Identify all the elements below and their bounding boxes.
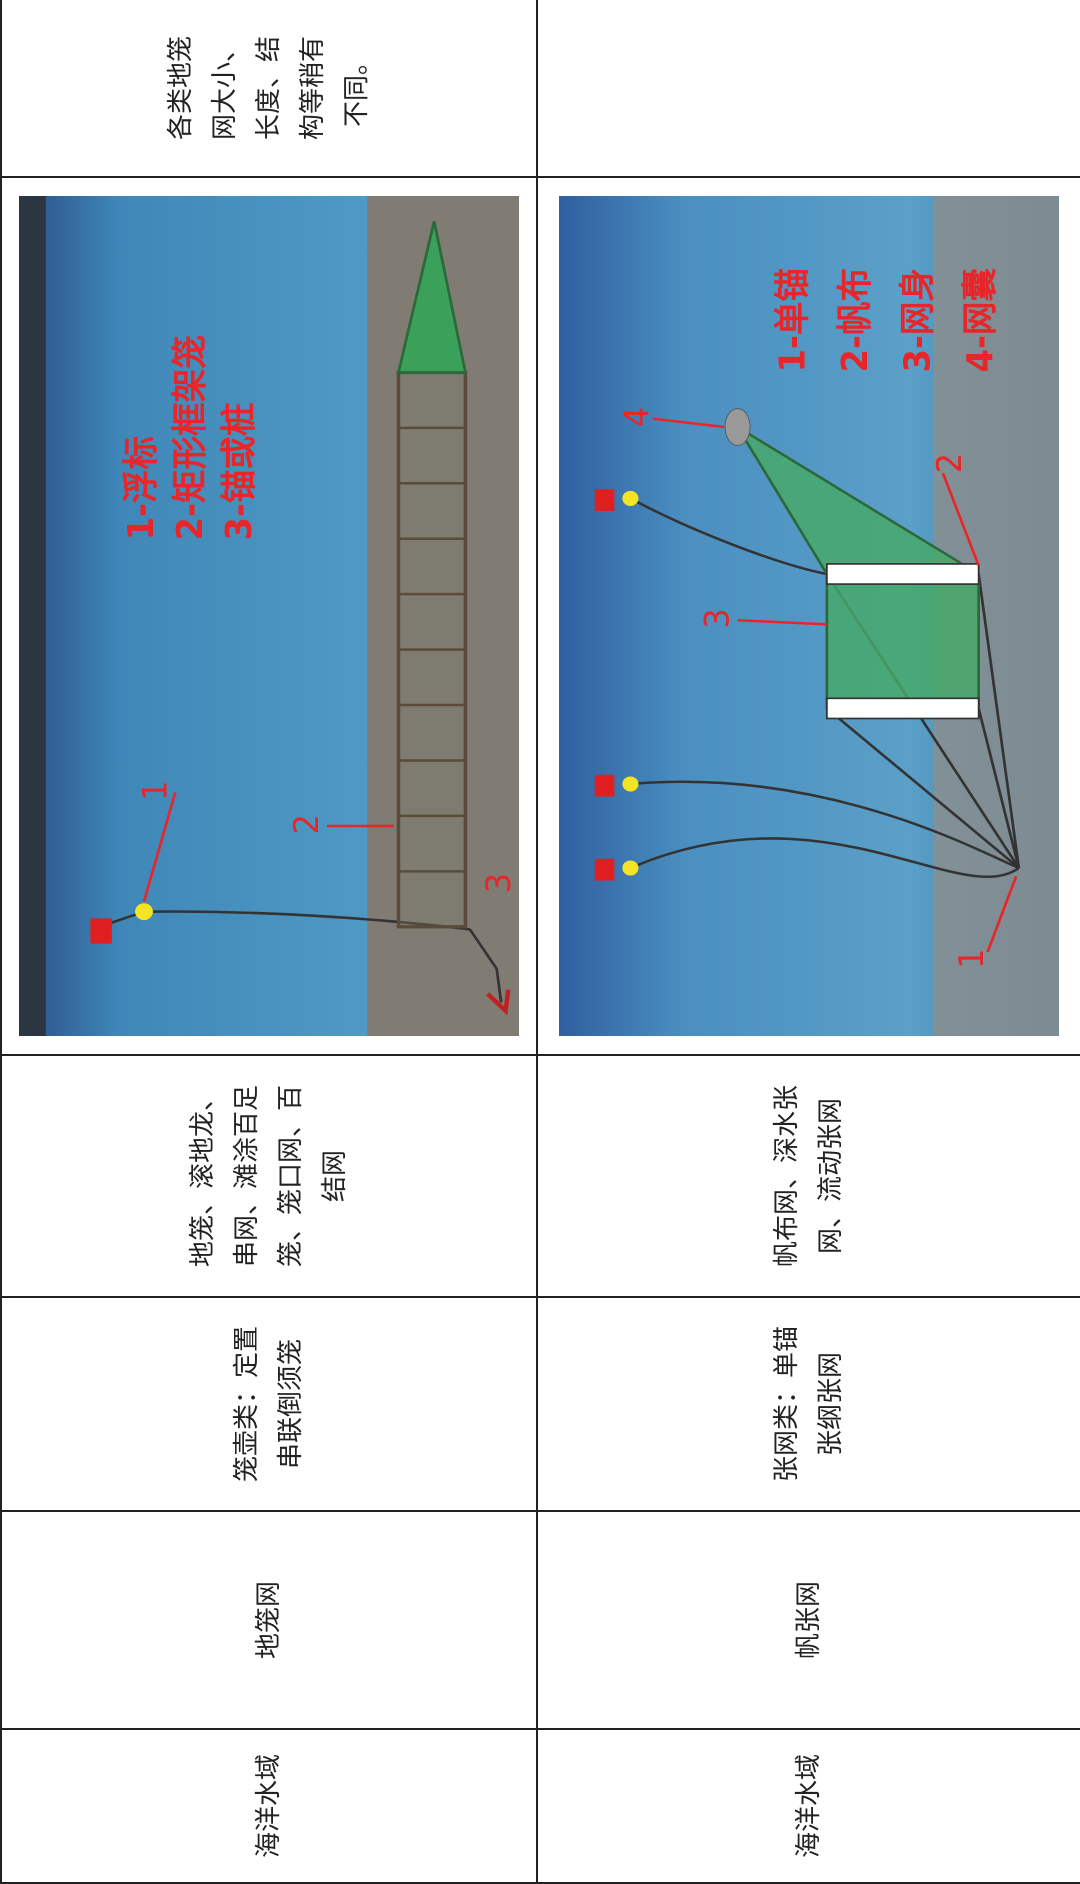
- figure: 1-单锚 2-帆布 3-网身 4-网囊 1 2 3 4: [559, 196, 1059, 1036]
- legend-label: 4-网囊: [960, 268, 1001, 373]
- callout: 1: [134, 780, 174, 800]
- variants-cell: 地笼、滚地龙、串网、滩涂百足笼、笼口网、百结网: [1, 1055, 537, 1297]
- figure-cell: 1-浮标 2-矩形框架笼 3-锚或桩 1 2 3: [1, 177, 537, 1055]
- legend-label: 3-锚或桩: [219, 402, 260, 540]
- callout: 1: [951, 948, 991, 968]
- name-cell: 帆张网: [537, 1511, 1080, 1729]
- legend-label: 1-浮标: [121, 436, 162, 540]
- figure-cell: 1-单锚 2-帆布 3-网身 4-网囊 1 2 3 4: [537, 177, 1080, 1055]
- note-cell: [537, 0, 1080, 177]
- figure: 1-浮标 2-矩形框架笼 3-锚或桩 1 2 3: [19, 196, 519, 1036]
- callout: 2: [929, 453, 969, 473]
- legend-label: 3-网身: [898, 268, 939, 372]
- legend-label: 1-单锚: [773, 268, 814, 372]
- legend-label: 2-矩形框架笼: [170, 335, 211, 540]
- callout: 3: [697, 608, 737, 628]
- category-cell: 张网类：单锚张纲张网: [537, 1297, 1080, 1511]
- area-cell: 海洋水域: [1, 1729, 537, 1883]
- name-cell: 地笼网: [1, 1511, 537, 1729]
- category-cell: 笼壶类：定置串联倒须笼: [1, 1297, 537, 1511]
- note-cell: 各类地笼网大小、长度、结构等稍有不同。: [1, 0, 537, 177]
- table-row: 海洋水域 帆张网 张网类：单锚张纲张网 帆布网、深水张网、流动张网: [537, 0, 1080, 1883]
- table-row: 海洋水域 地笼网 笼壶类：定置串联倒须笼 地笼、滚地龙、串网、滩涂百足笼、笼口网…: [1, 0, 537, 1883]
- callout: 2: [286, 814, 326, 834]
- legend-label: 2-帆布: [835, 268, 876, 372]
- variants-cell: 帆布网、深水张网、流动张网: [537, 1055, 1080, 1297]
- area-cell: 海洋水域: [537, 1729, 1080, 1883]
- callout: 3: [478, 873, 518, 893]
- callout: 4: [616, 407, 656, 427]
